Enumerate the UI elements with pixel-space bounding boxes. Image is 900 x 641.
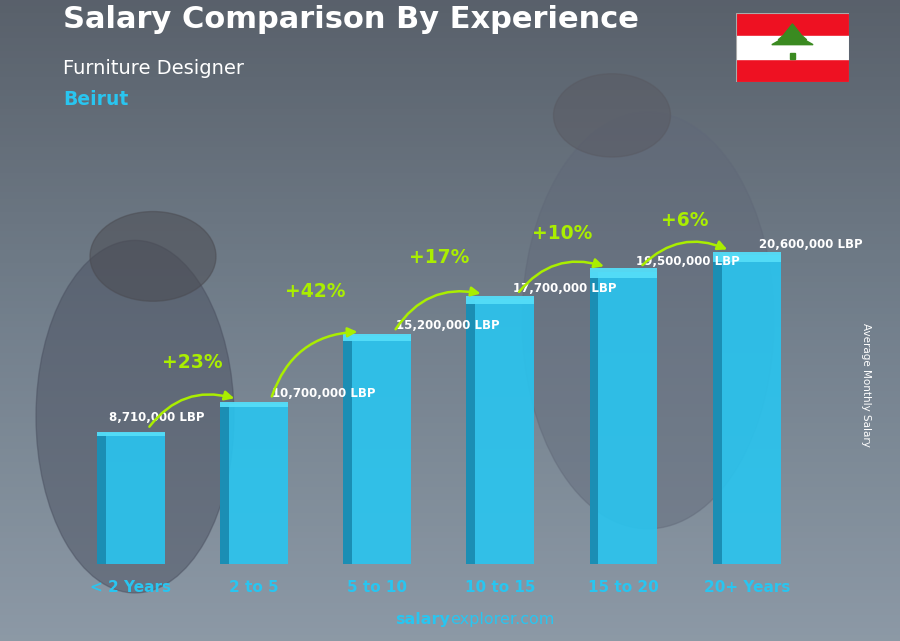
Text: 20+ Years: 20+ Years [704,580,790,595]
Text: +6%: +6% [662,211,709,230]
Text: Average Monthly Salary: Average Monthly Salary [860,322,871,447]
Bar [736,59,849,82]
Bar [343,333,411,341]
Text: < 2 Years: < 2 Years [90,580,171,595]
Text: Furniture Designer: Furniture Designer [63,59,244,78]
Text: 15,200,000 LBP: 15,200,000 LBP [396,319,500,332]
Circle shape [554,74,670,157]
Polygon shape [778,28,806,40]
Text: 5 to 10: 5 to 10 [347,580,407,595]
Bar [97,433,165,564]
Polygon shape [784,24,801,34]
Text: salary: salary [395,612,450,627]
Bar [466,296,535,304]
Text: +42%: +42% [285,281,346,301]
Bar [466,299,475,564]
Bar [220,402,288,407]
Bar [590,272,598,564]
Text: +10%: +10% [532,224,592,244]
Text: 17,700,000 LBP: 17,700,000 LBP [513,282,617,295]
Bar [466,299,535,564]
Text: 15 to 20: 15 to 20 [589,580,659,595]
Text: +17%: +17% [409,248,469,267]
Text: 2 to 5: 2 to 5 [230,580,279,595]
Text: 10,700,000 LBP: 10,700,000 LBP [273,387,376,400]
Ellipse shape [36,240,234,593]
Polygon shape [772,33,813,45]
Bar [97,433,105,564]
Bar [713,255,722,564]
Bar [343,336,411,564]
Text: Salary Comparison By Experience: Salary Comparison By Experience [63,5,639,34]
Text: explorer.com: explorer.com [450,612,554,627]
Text: Beirut: Beirut [63,90,128,109]
Text: 8,710,000 LBP: 8,710,000 LBP [109,411,204,424]
Bar [343,336,352,564]
Bar [713,252,780,262]
Bar [736,36,849,59]
Bar [790,53,795,59]
Bar [590,272,657,564]
Bar [220,404,288,564]
Text: 19,500,000 LBP: 19,500,000 LBP [636,255,740,268]
Ellipse shape [522,112,774,529]
Text: 10 to 15: 10 to 15 [465,580,536,595]
Text: 20,600,000 LBP: 20,600,000 LBP [759,238,863,251]
Bar [97,432,165,437]
Bar [736,13,849,36]
Bar [713,255,780,564]
Circle shape [90,212,216,301]
Bar [220,404,229,564]
Text: +23%: +23% [162,353,222,372]
Bar [590,269,657,278]
